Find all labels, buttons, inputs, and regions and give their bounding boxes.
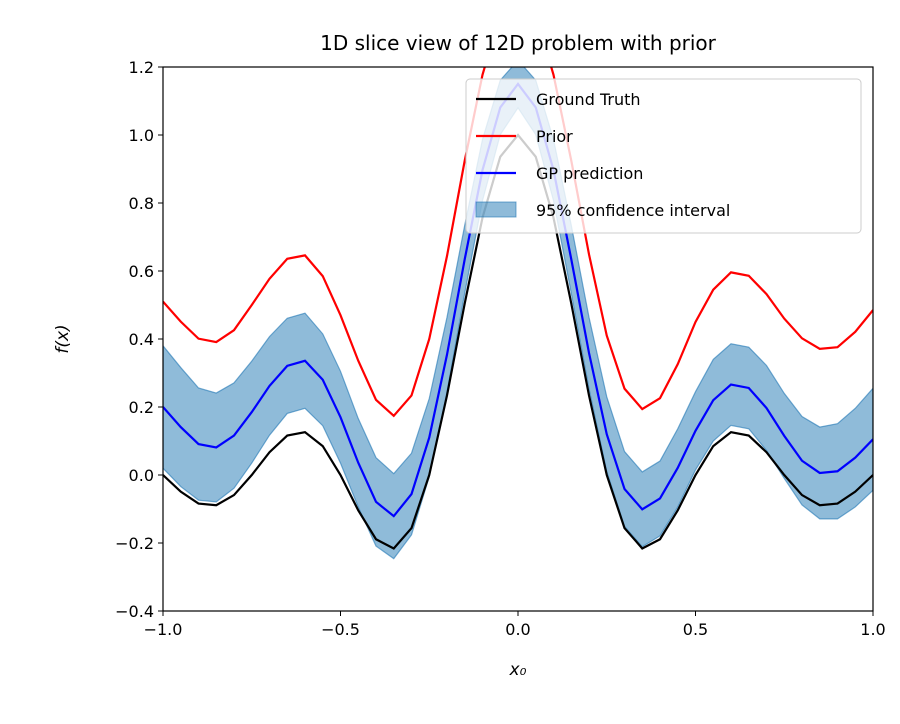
y-axis-label: f(x) — [53, 324, 73, 353]
line-series — [163, 67, 873, 418]
y-tick-label: −0.2 — [115, 534, 154, 553]
x-tick-label: 0.5 — [683, 620, 708, 639]
x-tick-label: −0.5 — [321, 620, 360, 639]
legend-swatch — [475, 201, 517, 218]
y-tick-label: 1.0 — [129, 126, 154, 145]
legend: Ground Truth Prior GP prediction 95% confid… — [465, 78, 862, 234]
legend-label: GP prediction — [536, 164, 643, 183]
x-tick-label: 1.0 — [860, 620, 885, 639]
legend-label: Ground Truth — [536, 90, 641, 109]
x-tick-label: −1.0 — [144, 620, 183, 639]
y-tick-label: 1.2 — [129, 58, 154, 77]
legend-box — [465, 78, 862, 234]
legend-label: Prior — [536, 127, 573, 146]
y-tick-label: 0.2 — [129, 398, 154, 417]
y-tick-label: 0.0 — [129, 466, 154, 485]
y-tick-label: 0.6 — [129, 262, 154, 281]
x-tick-label: 0.0 — [505, 620, 530, 639]
x-axis-label: x₀ — [509, 660, 527, 680]
legend-label: 95% confidence interval — [536, 201, 730, 220]
chart-title: 1D slice view of 12D problem with prior — [320, 31, 717, 55]
confidence-band — [163, 67, 873, 560]
y-tick-label: 0.4 — [129, 330, 154, 349]
y-tick-label: −0.4 — [115, 602, 154, 621]
y-tick-label: 0.8 — [129, 194, 154, 213]
